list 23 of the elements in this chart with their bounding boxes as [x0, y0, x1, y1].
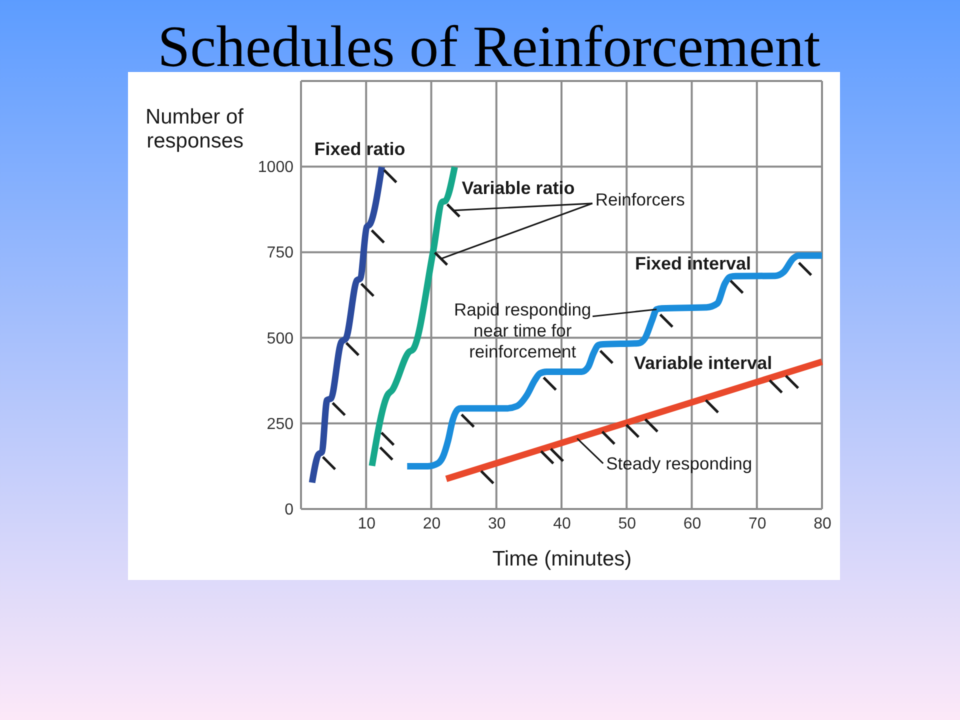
- x-tick-label: 40: [553, 516, 571, 532]
- x-tick-label: 20: [422, 516, 441, 532]
- x-tick-label: 60: [683, 516, 702, 532]
- y-tick-label: 750: [266, 244, 294, 262]
- y-tick-label: 0: [284, 502, 294, 518]
- x-tick-label: 30: [488, 516, 506, 532]
- series-label: Fixed ratio: [314, 138, 406, 159]
- text: Reinforcers: [595, 189, 686, 210]
- x-axis-title: Time (minutes): [492, 548, 632, 570]
- chart-title: Schedules of Reinforcement: [158, 14, 820, 79]
- y-tick-label: 1000: [258, 159, 294, 176]
- x-tick-label: 10: [358, 516, 376, 532]
- x-tick-label: 50: [618, 516, 636, 532]
- x-tick-label: 80: [814, 516, 832, 532]
- y-tick-label: 500: [266, 330, 294, 348]
- y-axis-title: Number of responses: [145, 106, 244, 152]
- series-label: Fixed interval: [635, 254, 752, 274]
- series-label: Variable ratio: [462, 178, 575, 198]
- annotation: Rapid responding near time for reinforcement: [454, 299, 592, 362]
- annotation: Steady responding: [606, 453, 752, 474]
- y-tick-label: 250: [266, 416, 294, 433]
- series-label: Variable interval: [634, 352, 772, 373]
- x-tick-label: 70: [748, 516, 766, 532]
